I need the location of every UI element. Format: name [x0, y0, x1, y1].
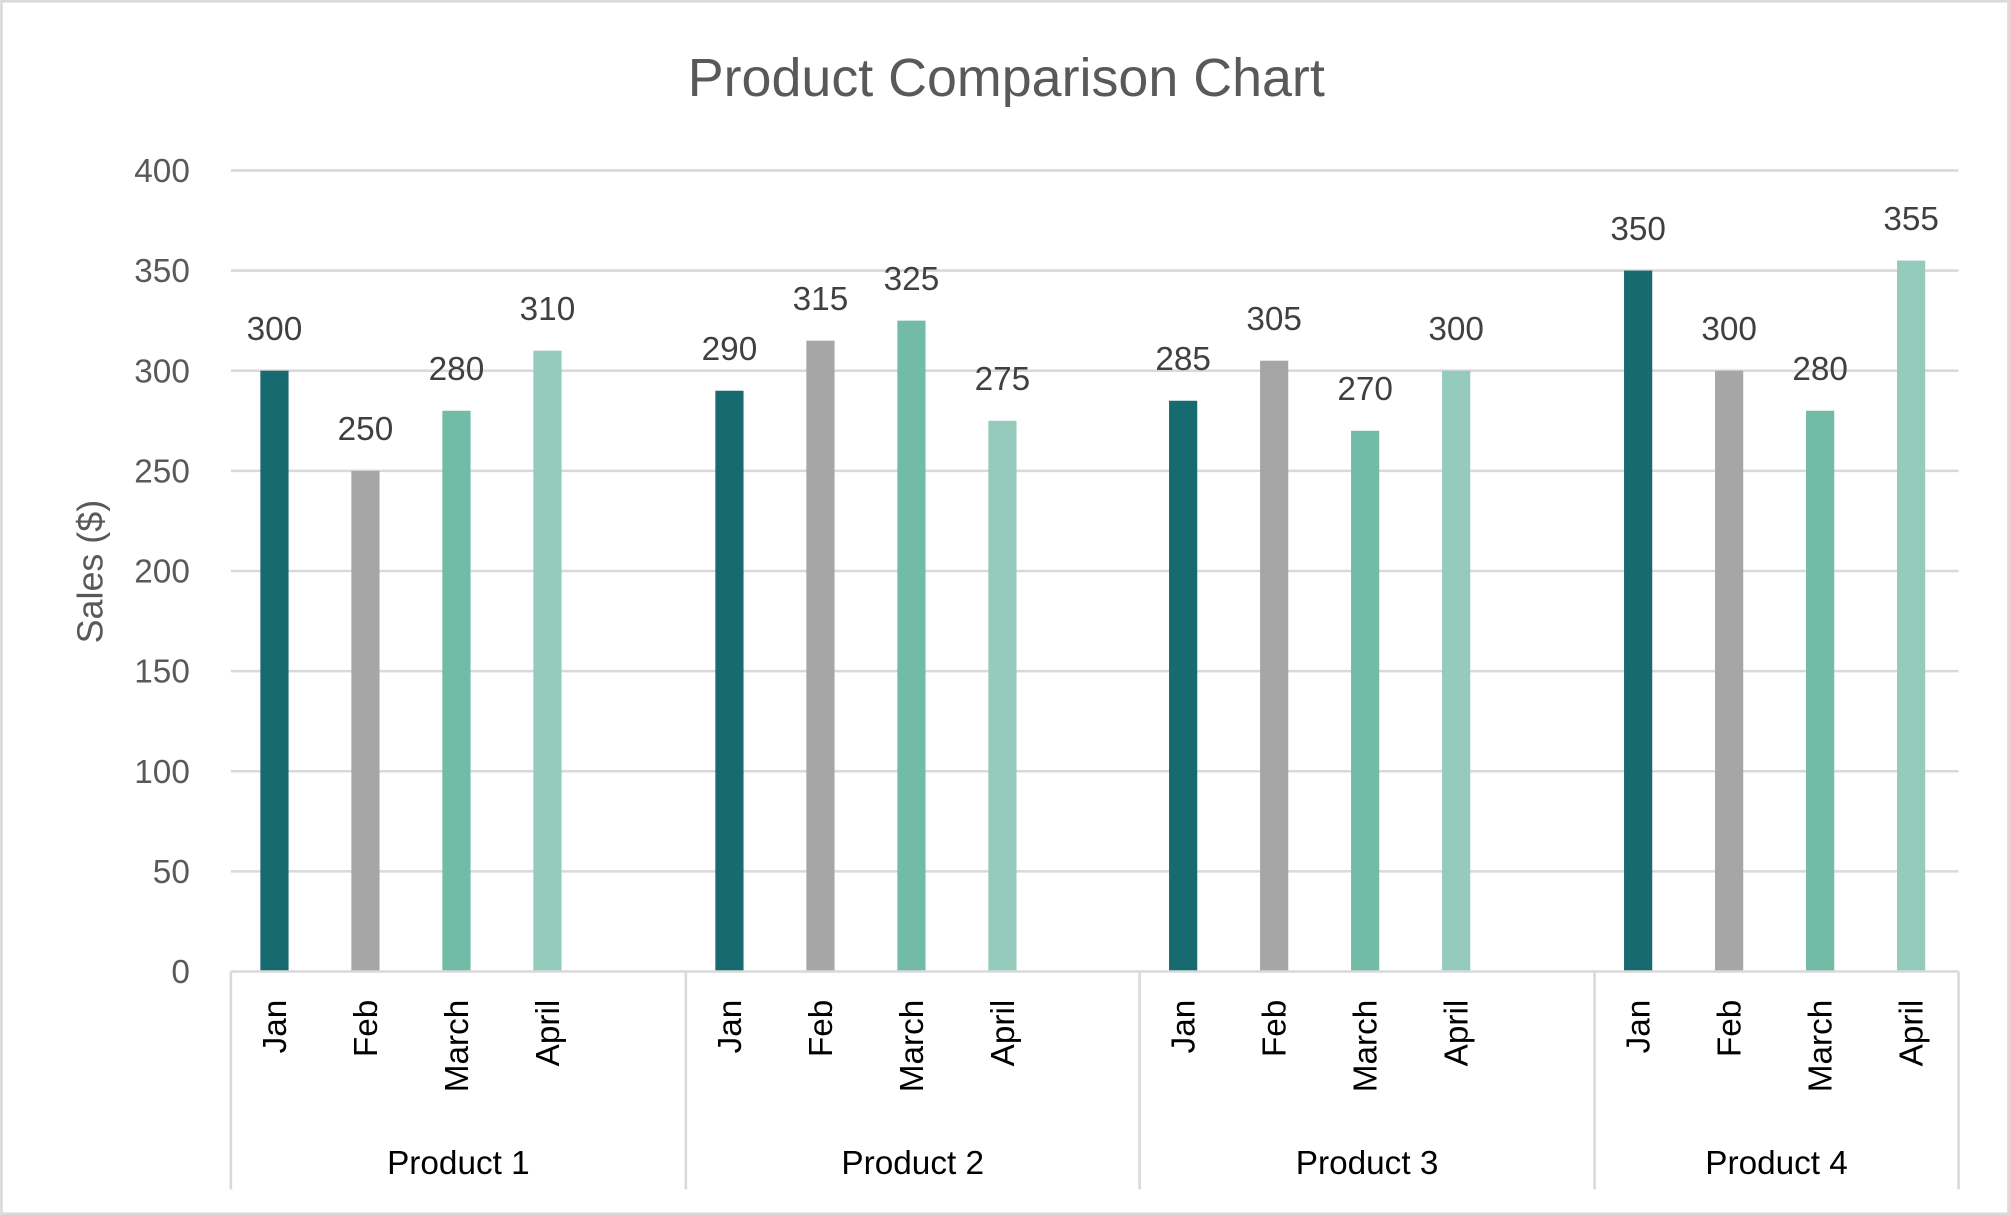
bar-product-2-feb: [806, 340, 835, 972]
y-tick-label: 200: [134, 554, 190, 591]
y-axis-label: Sales ($): [71, 500, 111, 644]
data-label: 305: [1246, 301, 1302, 338]
category-label: Feb: [1712, 1000, 1749, 1057]
y-tick-label: 300: [134, 353, 190, 390]
bar-product-1-march: [442, 410, 471, 972]
bar-product-2-april: [988, 420, 1017, 972]
data-label: 270: [1337, 371, 1393, 408]
category-label: Jan: [257, 1000, 294, 1054]
y-axis-ticks: 0 50 100 150 200 250 300 350 400: [134, 153, 190, 991]
bar-product-4-feb: [1715, 370, 1744, 972]
data-label: 275: [975, 361, 1031, 398]
y-tick-label: 0: [171, 954, 190, 991]
category-label: Jan: [712, 1000, 749, 1054]
group-label: Product 3: [1296, 1145, 1439, 1182]
data-label: 300: [247, 311, 303, 348]
bar-product-1-jan: [260, 370, 289, 972]
data-label: 325: [884, 261, 940, 298]
data-label: 355: [1883, 201, 1939, 238]
bar-product-2-jan: [715, 390, 744, 972]
bar-product-3-march: [1351, 430, 1380, 972]
category-label: Feb: [803, 1000, 840, 1057]
bar-product-3-april: [1442, 370, 1471, 972]
category-label: Feb: [1257, 1000, 1294, 1057]
data-labels: 300 250 280 310 290 315 325 275 285 305 270 300 350 3…: [247, 201, 1939, 448]
category-label: April: [985, 1000, 1022, 1067]
category-label: Jan: [1166, 1000, 1203, 1054]
group-label: Product 1: [387, 1145, 530, 1182]
y-tick-label: 100: [134, 754, 190, 791]
data-label: 350: [1610, 211, 1666, 248]
bar-product-4-jan: [1624, 270, 1653, 972]
data-label: 280: [1792, 351, 1848, 388]
bar-product-3-jan: [1169, 400, 1198, 972]
data-label: 285: [1155, 341, 1211, 378]
data-label: 315: [793, 281, 849, 318]
y-tick-label: 150: [134, 654, 190, 691]
category-label: April: [1439, 1000, 1476, 1067]
category-label: April: [530, 1000, 567, 1067]
data-label: 250: [338, 411, 394, 448]
data-label: 300: [1428, 311, 1484, 348]
data-label: 310: [520, 291, 576, 328]
bar-product-1-april: [533, 350, 562, 972]
category-label: March: [1803, 1000, 1840, 1093]
group-label: Product 2: [841, 1145, 984, 1182]
category-label: March: [439, 1000, 476, 1093]
y-tick-label: 50: [153, 854, 190, 891]
category-label: March: [1348, 1000, 1385, 1093]
data-label: 300: [1701, 311, 1757, 348]
data-label: 290: [702, 331, 758, 368]
y-tick-label: 350: [134, 253, 190, 290]
category-label: March: [894, 1000, 931, 1093]
x-axis: Jan Feb March April Product 1 Jan Feb March Apri…: [229, 970, 1960, 1190]
bar-product-4-march: [1806, 410, 1835, 972]
y-tick-label: 400: [134, 153, 190, 190]
bar-product-2-march: [897, 320, 926, 972]
group-label: Product 4: [1705, 1145, 1848, 1182]
data-label: 280: [429, 351, 485, 388]
bar-product-1-feb: [351, 470, 380, 972]
bar-product-3-feb: [1260, 360, 1289, 972]
bar-product-4-april: [1897, 260, 1926, 972]
category-label: Feb: [348, 1000, 385, 1057]
category-label: Jan: [1621, 1000, 1658, 1054]
chart-title: Product Comparison Chart: [688, 48, 1325, 108]
y-tick-label: 250: [134, 453, 190, 490]
category-label: April: [1894, 1000, 1931, 1067]
bars: [260, 260, 1926, 972]
gridlines: [230, 169, 1959, 873]
